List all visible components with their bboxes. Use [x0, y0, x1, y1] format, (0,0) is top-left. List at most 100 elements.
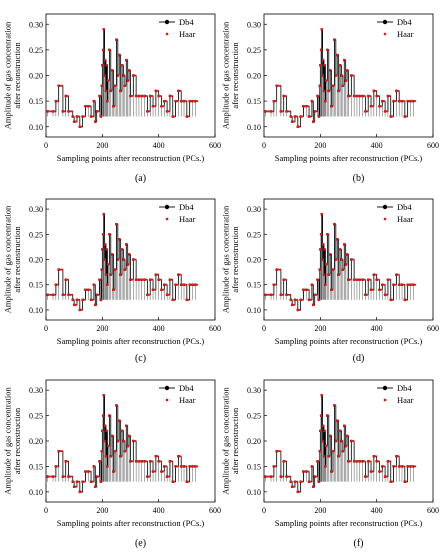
- haar-point: [319, 64, 322, 67]
- haar-point: [344, 79, 347, 82]
- haar-point: [177, 273, 180, 276]
- haar-point: [321, 58, 325, 62]
- haar-point: [61, 293, 65, 296]
- haar-point: [344, 444, 347, 448]
- haar-point: [324, 263, 328, 266]
- haar-point: [279, 293, 283, 296]
- haar-point: [100, 268, 103, 271]
- y-axis-label: Amplitude of gas concentrationafter reco…: [2, 387, 22, 495]
- haar-point: [299, 298, 302, 302]
- haar-point: [285, 475, 288, 478]
- haar-point: [51, 475, 55, 478]
- haar-point: [398, 465, 401, 468]
- haar-point: [106, 99, 109, 103]
- haar-point: [319, 248, 322, 251]
- haar-point: [321, 243, 325, 246]
- haar-point: [333, 223, 336, 226]
- haar-point: [316, 94, 319, 98]
- haar-point: [99, 480, 103, 483]
- haar-point: [389, 480, 392, 483]
- haar-point: [71, 115, 74, 118]
- y-tick-label: 0.10: [247, 306, 261, 315]
- y-tick-label: 0.20: [29, 437, 43, 446]
- haar-point: [163, 99, 166, 103]
- haar-point: [87, 470, 90, 473]
- haar-point: [81, 298, 84, 302]
- haar-point: [64, 278, 67, 281]
- y-tick-label: 0.30: [247, 20, 261, 29]
- haar-point: [299, 480, 302, 483]
- legend-db4-swatch-marker: [382, 204, 388, 210]
- haar-point: [119, 273, 122, 276]
- haar-point: [51, 110, 55, 113]
- haar-point: [122, 74, 125, 77]
- haar-point: [323, 429, 326, 433]
- y-axis-label: Amplitude of gas concentrationafter reco…: [2, 21, 22, 129]
- haar-point: [127, 253, 131, 256]
- haar-point: [398, 99, 401, 103]
- x-tick-label: 200: [96, 141, 108, 150]
- haar-point: [81, 480, 84, 483]
- haar-point: [134, 278, 138, 281]
- haar-point: [321, 258, 324, 261]
- haar-point: [389, 298, 392, 302]
- haar-point: [101, 233, 105, 236]
- haar-point: [118, 53, 121, 57]
- haar-point: [344, 263, 347, 266]
- y-tick-label: 0.30: [247, 386, 261, 395]
- haar-point: [352, 94, 356, 98]
- haar-point: [381, 283, 384, 286]
- haar-point: [129, 278, 132, 281]
- haar-point: [289, 115, 292, 118]
- legend-db4-label: Db4: [397, 202, 412, 212]
- x-tick-label: 200: [96, 506, 108, 515]
- x-tick-label: 600: [427, 141, 439, 150]
- haar-point: [378, 105, 381, 108]
- haar-point: [381, 99, 384, 103]
- haar-point: [347, 278, 350, 281]
- haar-point: [92, 465, 96, 468]
- haar-point: [334, 439, 338, 443]
- haar-point: [191, 465, 194, 468]
- y-axis-label: Amplitude of gas concentrationafter reco…: [2, 205, 22, 313]
- haar-point: [392, 283, 395, 286]
- y-tick-label: 0.15: [247, 97, 261, 106]
- haar-point: [140, 278, 143, 281]
- haar-point: [116, 74, 120, 77]
- haar-point: [106, 283, 109, 286]
- haar-point: [112, 288, 115, 291]
- haar-point: [264, 293, 267, 296]
- legend-haar-label: Haar: [397, 29, 414, 39]
- haar-point: [338, 248, 342, 251]
- haar-point: [355, 460, 359, 463]
- haar-point: [285, 110, 288, 113]
- haar-point: [143, 278, 146, 281]
- haar-point: [358, 94, 361, 98]
- haar-point: [157, 94, 160, 98]
- x-tick-label: 200: [96, 324, 108, 333]
- haar-point: [72, 120, 76, 123]
- y-tick-label: 0.25: [29, 412, 43, 421]
- haar-point: [313, 475, 316, 478]
- haar-point: [381, 465, 384, 468]
- haar-point: [143, 460, 146, 463]
- haar-point: [168, 460, 172, 463]
- haar-point: [386, 460, 390, 463]
- legend-haar-label: Haar: [397, 214, 414, 224]
- y-tick-label: 0.15: [29, 97, 43, 106]
- haar-point: [324, 444, 328, 448]
- haar-point: [269, 110, 273, 113]
- haar-point: [317, 298, 321, 302]
- haar-point: [400, 283, 404, 286]
- legend-db4-swatch-marker: [164, 204, 170, 210]
- haar-point: [318, 449, 321, 453]
- panel-label: (c): [135, 353, 146, 364]
- legend-db4-label: Db4: [397, 17, 412, 27]
- haar-point: [406, 465, 409, 468]
- panel-label: (a): [135, 173, 146, 184]
- haar-point: [331, 449, 335, 453]
- haar-point: [140, 94, 143, 98]
- haar-point: [110, 253, 114, 256]
- haar-point: [275, 84, 278, 87]
- haar-point: [171, 115, 174, 118]
